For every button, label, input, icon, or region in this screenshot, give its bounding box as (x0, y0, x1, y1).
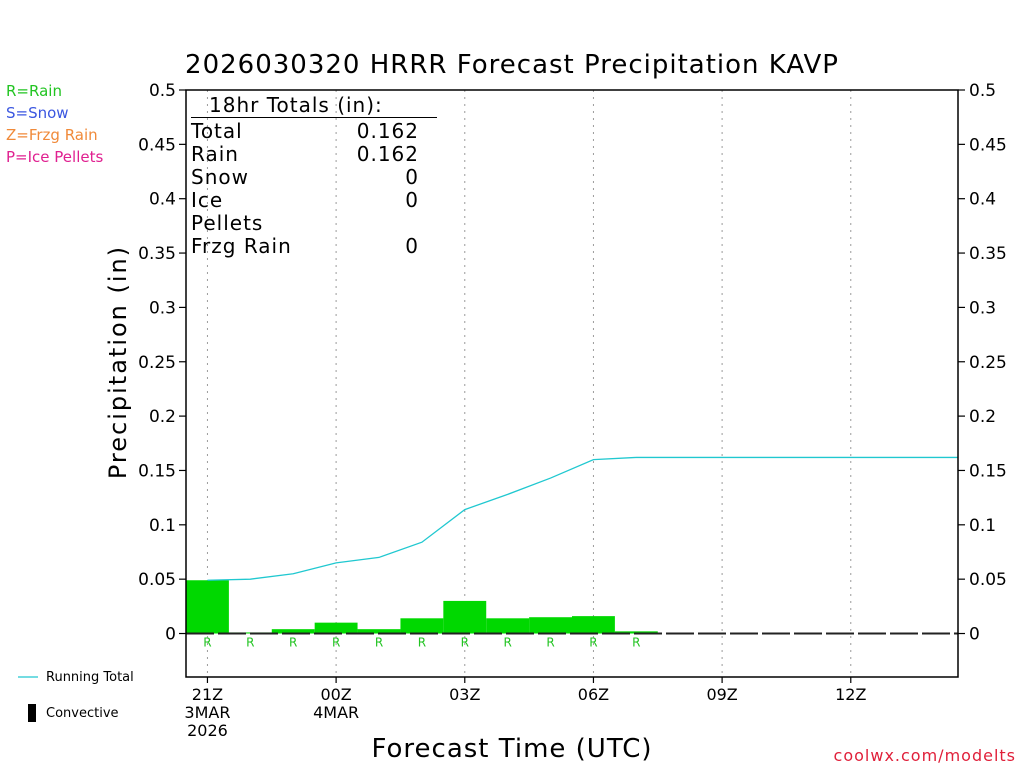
legend-key-rain: R=Rain (6, 82, 62, 100)
y-tick-label-right: 0.45 (969, 135, 1007, 155)
x-tick-label: 21Z (192, 685, 223, 704)
precip-type-letter: R (418, 636, 426, 650)
totals-row-frzg-rain: Frzg Rain 0 (191, 235, 419, 258)
precip-type-letter: R (332, 636, 340, 650)
precip-type-letter: R (546, 636, 554, 650)
x-axis-label: Forecast Time (UTC) (371, 734, 653, 764)
credit-link[interactable]: coolwx.com/modelts (833, 746, 1016, 765)
y-tick-label-left: 0.1 (149, 516, 176, 536)
totals-row-snow: Snow 0 (191, 166, 419, 189)
totals-value: 0.162 (356, 119, 419, 143)
legend-key-frzg-rain: Z=Frzg Rain (6, 126, 98, 144)
y-tick-label-left: 0.05 (138, 570, 176, 590)
rain-bar (443, 600, 487, 634)
y-tick-label-right: 0.35 (969, 244, 1007, 264)
precip-type-letter: R (289, 636, 297, 650)
totals-label: Frzg Rain (191, 234, 292, 258)
totals-row-ice-pellets: Ice Pellets 0 (191, 189, 419, 235)
y-tick-label-left: 0 (165, 625, 176, 645)
precip-type-letter: R (632, 636, 640, 650)
totals-value: 0 (405, 165, 419, 189)
y-tick-label-right: 0.4 (969, 190, 996, 210)
legend-key-snow: S=Snow (6, 104, 69, 122)
y-tick-label-left: 0.5 (149, 81, 176, 101)
convective-legend-swatch (28, 704, 36, 722)
x-tick-label: 2026 (187, 721, 228, 740)
y-tick-label-left: 0.3 (149, 298, 176, 318)
y-tick-label-right: 0.3 (969, 298, 996, 318)
precip-type-letter: R (461, 636, 469, 650)
totals-value: 0.162 (356, 142, 419, 166)
y-tick-label-right: 0.2 (969, 407, 996, 427)
totals-row-total: Total 0.162 (191, 120, 419, 143)
y-tick-label-left: 0.25 (138, 353, 176, 373)
y-tick-label-right: 0.1 (969, 516, 996, 536)
rain-bar (314, 622, 358, 634)
x-tick-label: 03Z (449, 685, 480, 704)
precip-type-letter: R (246, 636, 254, 650)
y-tick-label-left: 0.2 (149, 407, 176, 427)
y-tick-label-right: 0 (969, 625, 980, 645)
running-total-legend-label: Running Total (46, 670, 134, 685)
x-tick-label: 00Z (320, 685, 351, 704)
rain-bar (271, 629, 315, 634)
chart-title: 2026030320 HRRR Forecast Precipitation K… (185, 50, 839, 80)
plot-frame (185, 89, 959, 678)
rain-bar (614, 631, 658, 634)
y-tick-label-left: 0.35 (138, 244, 176, 264)
x-tick-label: 06Z (578, 685, 609, 704)
rain-bar (186, 580, 229, 634)
y-tick-label-left: 0.45 (138, 135, 176, 155)
totals-label: Ice Pellets (191, 188, 264, 235)
y-tick-label-right: 0.15 (969, 461, 1007, 481)
rain-bar (400, 618, 444, 634)
x-tick-label: 3MAR (184, 703, 230, 722)
y-tick-label-left: 0.4 (149, 190, 176, 210)
rain-bar (486, 618, 530, 634)
rain-bar (357, 629, 401, 634)
x-tick-label: 12Z (835, 685, 866, 704)
x-tick-label: 4MAR (313, 703, 359, 722)
rain-bar (529, 617, 572, 634)
y-tick-label-right: 0.05 (969, 570, 1007, 590)
precip-type-letter: R (375, 636, 383, 650)
precip-type-letter: R (503, 636, 511, 650)
y-tick-label-left: 0.15 (138, 461, 176, 481)
running-total-line (207, 456, 958, 581)
totals-value: 0 (405, 234, 419, 258)
y-axis-label: Precipitation (in) (104, 244, 132, 480)
totals-label: Rain (191, 142, 239, 166)
rain-bar (572, 616, 615, 634)
totals-row-rain: Rain 0.162 (191, 143, 419, 166)
x-tick-label: 09Z (706, 685, 737, 704)
totals-header: 18hr Totals (in): (191, 94, 437, 118)
convective-legend-label: Convective (46, 706, 119, 721)
totals-box: 18hr Totals (in): Total 0.162 Rain 0.162… (191, 94, 437, 258)
legend-key-ice-pellets: P=Ice Pellets (6, 148, 104, 166)
totals-label: Snow (191, 165, 249, 189)
y-tick-label-right: 0.25 (969, 353, 1007, 373)
totals-label: Total (191, 119, 243, 143)
precip-type-letter: R (589, 636, 597, 650)
y-tick-label-right: 0.5 (969, 81, 996, 101)
precip-type-letter: R (203, 636, 211, 650)
totals-value: 0 (405, 188, 419, 212)
